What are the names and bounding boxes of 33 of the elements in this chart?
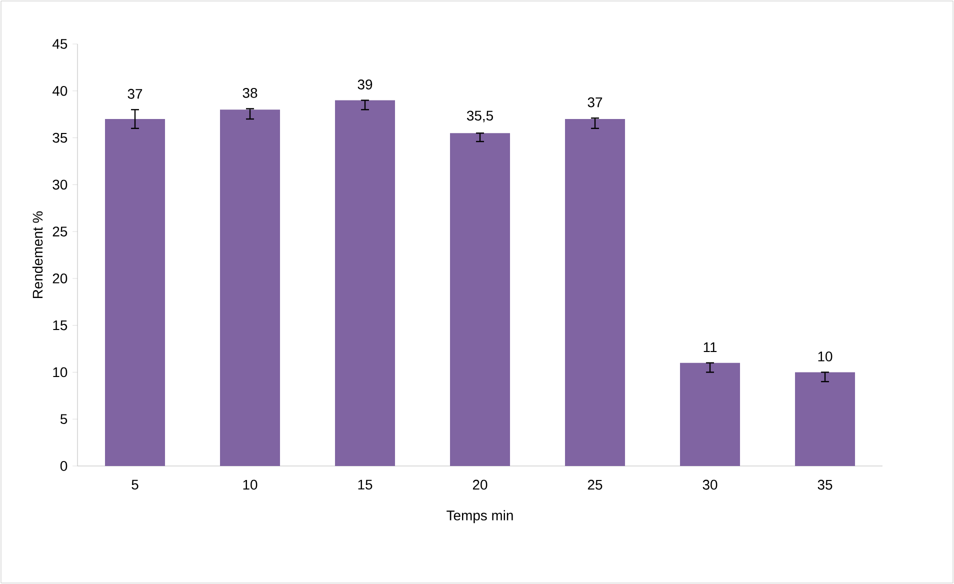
data-label: 39	[358, 80, 372, 90]
data-label: 11	[704, 342, 717, 352]
bar	[565, 119, 626, 466]
x-tick-label: 5	[132, 480, 138, 490]
data-label: 38	[242, 88, 258, 98]
data-label: 10	[818, 352, 832, 362]
x-tick-label: 35	[818, 480, 832, 490]
y-tick-label: 45	[52, 39, 68, 49]
x-tick-label: 15	[358, 480, 372, 490]
y-tick-label: 20	[52, 273, 68, 284]
bar	[105, 119, 166, 466]
y-tick-label: 0	[60, 461, 68, 471]
x-tick-label: 20	[472, 480, 488, 490]
y-tick-label: 10	[53, 367, 68, 378]
y-tick-label: 5	[60, 414, 68, 424]
x-tick-label: 10	[243, 480, 258, 490]
data-label: 37	[128, 88, 142, 99]
x-axis-title: Temps min	[446, 510, 513, 524]
bar	[795, 372, 856, 466]
y-tick-label: 30	[52, 180, 68, 190]
y-tick-label: 25	[52, 226, 68, 236]
data-label: 37	[588, 97, 602, 108]
bar	[450, 133, 510, 466]
data-label: 35,5	[466, 110, 493, 122]
bar	[335, 100, 396, 466]
y-tick-label: 15	[53, 320, 68, 330]
y-axis-title: Rendement %	[32, 211, 43, 298]
y-tick-label: 40	[52, 86, 68, 96]
bar	[680, 362, 740, 466]
bar	[220, 110, 280, 466]
y-tick-label: 35	[52, 132, 68, 143]
x-tick-label: 30	[702, 480, 718, 490]
x-tick-label: 25	[588, 480, 602, 490]
